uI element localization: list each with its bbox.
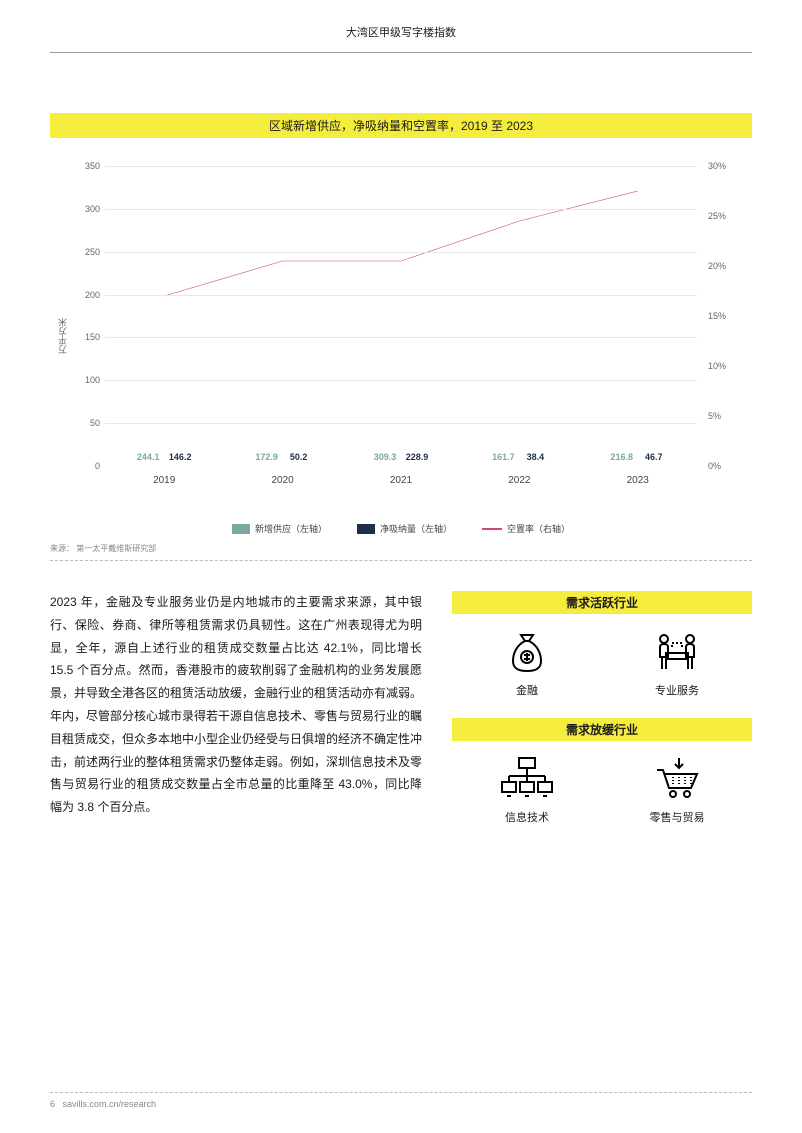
vacancy-line-svg xyxy=(105,166,697,466)
legend-line-vacancy xyxy=(482,528,502,530)
sector-finance: 金融 xyxy=(497,626,557,698)
y-axis-left: 050100150200250300350 xyxy=(50,166,100,466)
active-sectors-row: 金融 专业服务 xyxy=(452,626,752,698)
page-header: 大湾区甲级写字楼指数 xyxy=(50,0,752,53)
meeting-icon xyxy=(647,626,707,676)
body-section: 2023 年，金融及专业服务业仍是内地城市的主要需求来源，其中银行、保险、券商、… xyxy=(50,591,752,845)
footer-url: savills.com.cn/research xyxy=(63,1099,157,1109)
page-number: 6 xyxy=(50,1099,55,1109)
x-tick: 2021 xyxy=(390,475,412,486)
slowing-sectors-title: 需求放缓行业 xyxy=(452,718,752,741)
sector-professional-label: 专业服务 xyxy=(647,682,707,698)
x-tick: 2019 xyxy=(153,475,175,486)
chart-area: 万平方米 050100150200250300350 0%5%10%15%20%… xyxy=(50,156,752,516)
body-paragraph: 2023 年，金融及专业服务业仍是内地城市的主要需求来源，其中银行、保险、券商、… xyxy=(50,591,422,845)
sector-it-label: 信息技术 xyxy=(497,809,557,825)
sector-retail-label: 零售与贸易 xyxy=(647,809,707,825)
network-computers-icon xyxy=(497,753,557,803)
x-tick: 2020 xyxy=(271,475,293,486)
legend-label-vacancy: 空置率（右轴） xyxy=(507,522,570,535)
chart-source: 来源： 第一太平戴维斯研究部 xyxy=(50,543,752,561)
active-sectors-title: 需求活跃行业 xyxy=(452,591,752,614)
chart-section: 区域新增供应，净吸纳量和空置率，2019 至 2023 万平方米 0501001… xyxy=(50,113,752,561)
sector-finance-label: 金融 xyxy=(497,682,557,698)
legend-label-supply: 新增供应（左轴） xyxy=(255,522,327,535)
x-tick: 2023 xyxy=(627,475,649,486)
sector-retail: 零售与贸易 xyxy=(647,753,707,825)
sector-sidebar: 需求活跃行业 金融 xyxy=(452,591,752,845)
legend-label-absorption: 净吸纳量（左轴） xyxy=(380,522,452,535)
sector-professional: 专业服务 xyxy=(647,626,707,698)
y-axis-right: 0%5%10%15%20%25%30% xyxy=(702,166,752,466)
shopping-cart-down-icon xyxy=(647,753,707,803)
slowing-sectors-row: 信息技术 零售与贸易 xyxy=(452,753,752,825)
x-tick: 2022 xyxy=(508,475,530,486)
vacancy-line xyxy=(164,191,638,296)
legend-item-absorption: 净吸纳量（左轴） xyxy=(357,522,452,535)
page-header-title: 大湾区甲级写字楼指数 xyxy=(346,27,456,39)
page-footer: 6 savills.com.cn/research xyxy=(50,1092,752,1109)
legend-item-vacancy: 空置率（右轴） xyxy=(482,522,570,535)
chart-plot: 244.1146.2172.950.2309.3228.9161.738.421… xyxy=(105,166,697,466)
chart-title: 区域新增供应，净吸纳量和空置率，2019 至 2023 xyxy=(50,113,752,138)
money-bag-icon xyxy=(497,626,557,676)
legend-item-supply: 新增供应（左轴） xyxy=(232,522,327,535)
sector-it: 信息技术 xyxy=(497,753,557,825)
x-axis: 2019 2020 2021 2022 2023 xyxy=(105,475,697,486)
legend-swatch-supply xyxy=(232,524,250,534)
legend-swatch-absorption xyxy=(357,524,375,534)
chart-legend: 新增供应（左轴） 净吸纳量（左轴） 空置率（右轴） xyxy=(50,522,752,535)
